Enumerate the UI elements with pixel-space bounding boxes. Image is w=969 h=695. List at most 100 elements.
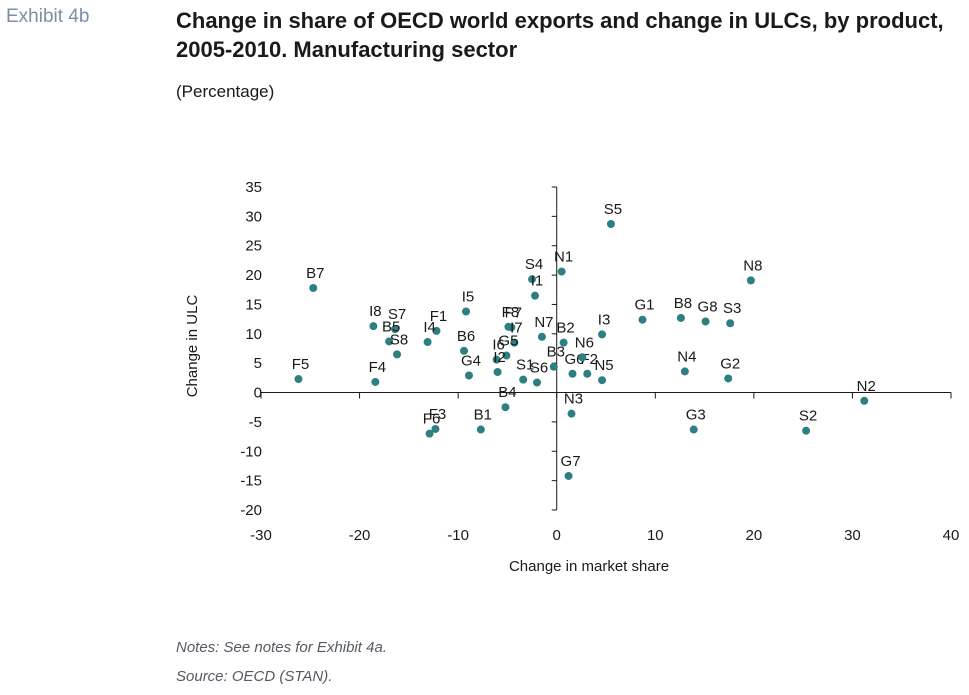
- exhibit-label: Exhibit 4b: [6, 6, 90, 27]
- y-tick-label: 10: [245, 326, 262, 343]
- x-tick-label: 40: [943, 527, 960, 544]
- data-point-label: N2: [857, 378, 876, 395]
- data-point-label: G2: [720, 355, 740, 372]
- data-point-label: S3: [723, 300, 741, 317]
- y-axis-title: Change in ULC: [184, 295, 201, 398]
- y-tick-label: 20: [245, 267, 262, 284]
- data-point: [531, 291, 540, 300]
- data-point: [502, 351, 511, 360]
- y-tick-label: 35: [245, 179, 262, 196]
- data-point: [559, 338, 568, 347]
- data-point: [557, 267, 566, 276]
- data-point-label: G4: [461, 353, 481, 370]
- data-point-label: I7: [510, 320, 523, 337]
- data-point-label: I6: [492, 337, 505, 354]
- data-point-label: B2: [556, 320, 574, 337]
- data-point: [309, 284, 318, 293]
- data-point: [464, 371, 473, 380]
- data-point: [369, 322, 378, 331]
- data-point-label: B8: [674, 295, 692, 312]
- data-point-label: I2: [493, 349, 506, 366]
- data-point: [564, 471, 573, 480]
- data-point: [860, 396, 869, 405]
- data-point-label: S7: [388, 306, 406, 323]
- data-point-label: G7: [561, 453, 581, 470]
- data-point-label: F6: [423, 411, 441, 428]
- data-point-label: N8: [743, 257, 762, 274]
- data-point-label: F4: [369, 359, 387, 376]
- data-point: [568, 369, 577, 378]
- data-point: [689, 425, 698, 434]
- data-point-label: F3: [429, 406, 447, 423]
- data-point: [423, 338, 432, 347]
- data-point: [680, 367, 689, 376]
- data-point-label: N6: [575, 334, 594, 351]
- x-tick-label: -20: [349, 527, 371, 544]
- data-point: [746, 276, 755, 285]
- data-point: [385, 337, 394, 346]
- data-point: [676, 313, 685, 322]
- data-point-label: S6: [530, 360, 548, 377]
- data-point-label: F7: [505, 304, 523, 321]
- data-point: [583, 369, 592, 378]
- data-point-label: B6: [457, 328, 475, 345]
- data-point: [507, 323, 516, 332]
- data-point-label: G3: [686, 407, 706, 424]
- y-tick-label: 25: [245, 238, 262, 255]
- data-point: [294, 375, 303, 384]
- data-point-label: B3: [547, 344, 565, 361]
- data-point: [476, 425, 485, 434]
- data-point: [724, 374, 733, 383]
- data-point: [549, 362, 558, 371]
- y-tick-label: 15: [245, 296, 262, 313]
- y-tick-label: 0: [254, 385, 262, 402]
- data-point-label: G8: [698, 298, 718, 315]
- data-point: [492, 355, 501, 364]
- data-point-label: S1: [516, 357, 534, 374]
- axes: [260, 186, 952, 511]
- data-point-label: B1: [474, 407, 492, 424]
- data-point: [393, 350, 402, 359]
- data-point: [391, 325, 400, 334]
- x-tick-label: -30: [250, 527, 272, 544]
- x-tick-label: 20: [746, 527, 763, 544]
- data-point: [578, 353, 587, 362]
- y-tick-label: 5: [254, 355, 262, 372]
- data-point: [598, 330, 607, 339]
- data-point-label: S5: [604, 201, 622, 218]
- data-point: [638, 315, 647, 324]
- data-point-label: G5: [498, 333, 518, 350]
- data-point-label: N1: [554, 249, 573, 266]
- y-tick-label: -10: [240, 443, 262, 460]
- chart-notes: Notes: See notes for Exhibit 4a.: [176, 639, 387, 656]
- data-point-label: I1: [531, 273, 544, 290]
- data-point: [510, 338, 519, 347]
- data-point-label: B5: [382, 318, 400, 335]
- chart-subtitle: (Percentage): [176, 82, 275, 101]
- data-point: [462, 307, 471, 316]
- data-point-label: I3: [598, 311, 611, 328]
- y-tick-label: -15: [240, 473, 262, 490]
- tick-labels: -30 -20 -10 0 10 20 30 40 35 30 25 20 15 10 5 0 -5 -10 -15…: [240, 179, 959, 544]
- data-point: [501, 403, 510, 412]
- x-axis-title: Change in market share: [509, 558, 669, 575]
- data-point-label: I8: [369, 303, 382, 320]
- data-point-label: F8: [502, 304, 520, 321]
- data-point-label: I4: [423, 319, 436, 336]
- chart-source: Source: OECD (STAN).: [176, 668, 333, 685]
- data-point-label: F1: [430, 308, 448, 325]
- data-point-label: N7: [534, 314, 553, 331]
- data-point: [701, 317, 710, 326]
- y-tick-label: -20: [240, 502, 262, 519]
- x-tick-label: 30: [844, 527, 861, 544]
- data-point: [802, 426, 811, 435]
- data-point: [533, 378, 541, 387]
- y-tick-label: 30: [245, 208, 262, 225]
- data-point-label: G1: [634, 297, 654, 314]
- x-tick-label: 10: [647, 527, 664, 544]
- data-point-label: F5: [292, 356, 310, 373]
- data-point: [726, 319, 735, 328]
- data-point-label: S2: [799, 408, 817, 425]
